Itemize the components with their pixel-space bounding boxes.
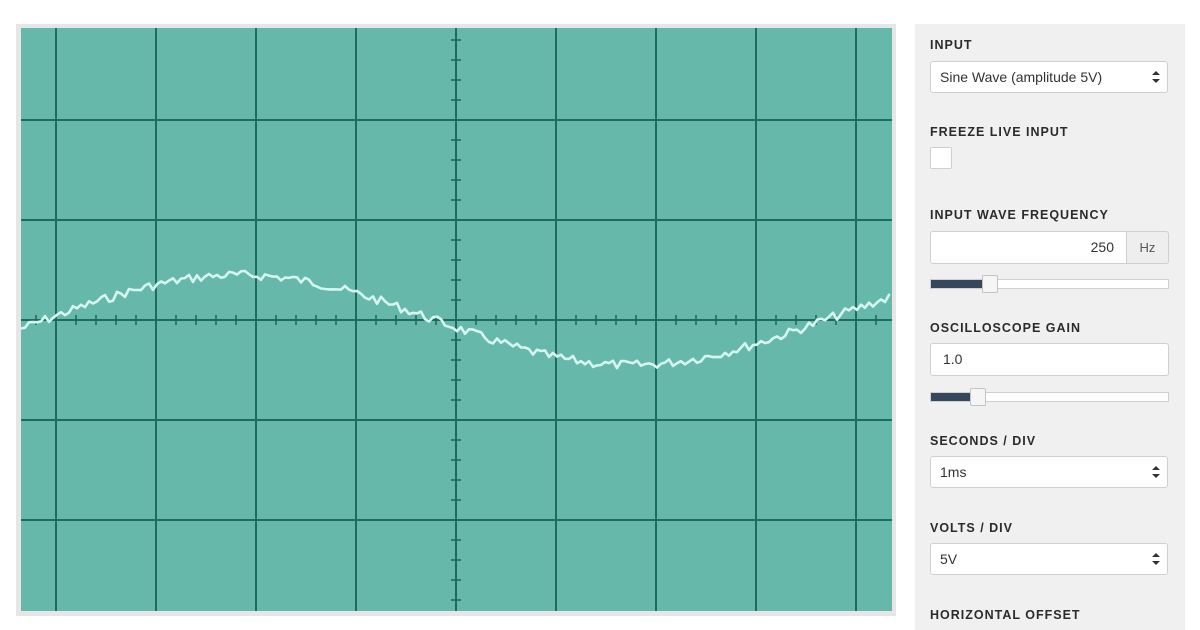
gain-value: 1.0 [943, 351, 963, 367]
input-select[interactable]: Sine Wave (amplitude 5V) [930, 61, 1168, 93]
volts-per-div-value: 5V [940, 551, 958, 567]
volts-per-div-label: VOLTS / DIV [930, 521, 1013, 535]
signal-trace [21, 269, 891, 370]
frequency-unit: Hz [1126, 231, 1169, 264]
frequency-slider-handle[interactable] [982, 275, 999, 293]
oscilloscope-display [21, 28, 892, 611]
seconds-per-div-value: 1ms [940, 464, 967, 480]
gain-slider-fill [931, 393, 979, 401]
gain-slider[interactable] [930, 388, 1169, 406]
seconds-per-div-select[interactable]: 1ms [930, 456, 1168, 488]
axis-ticks [35, 39, 877, 601]
frequency-label: INPUT WAVE FREQUENCY [930, 208, 1109, 222]
gain-input[interactable]: 1.0 [930, 343, 1169, 376]
frequency-slider-fill [931, 280, 991, 288]
seconds-per-div-label: SECONDS / DIV [930, 434, 1037, 448]
horizontal-offset-label: HORIZONTAL OFFSET [930, 608, 1081, 622]
input-label: INPUT [930, 38, 973, 52]
input-select-value: Sine Wave (amplitude 5V) [940, 69, 1103, 85]
select-arrows-icon [1152, 466, 1160, 478]
frequency-input[interactable]: 250 [930, 231, 1127, 264]
control-panel: INPUT Sine Wave (amplitude 5V) FREEZE LI… [915, 24, 1185, 630]
freeze-checkbox[interactable] [930, 147, 952, 169]
oscilloscope-screen [21, 28, 892, 611]
frequency-value: 250 [1090, 239, 1114, 255]
freeze-label: FREEZE LIVE INPUT [930, 125, 1069, 139]
frequency-slider[interactable] [930, 275, 1169, 293]
select-arrows-icon [1152, 71, 1160, 83]
select-arrows-icon [1152, 553, 1160, 565]
gain-slider-handle[interactable] [970, 388, 987, 406]
gain-label: OSCILLOSCOPE GAIN [930, 321, 1082, 335]
volts-per-div-select[interactable]: 5V [930, 543, 1168, 575]
